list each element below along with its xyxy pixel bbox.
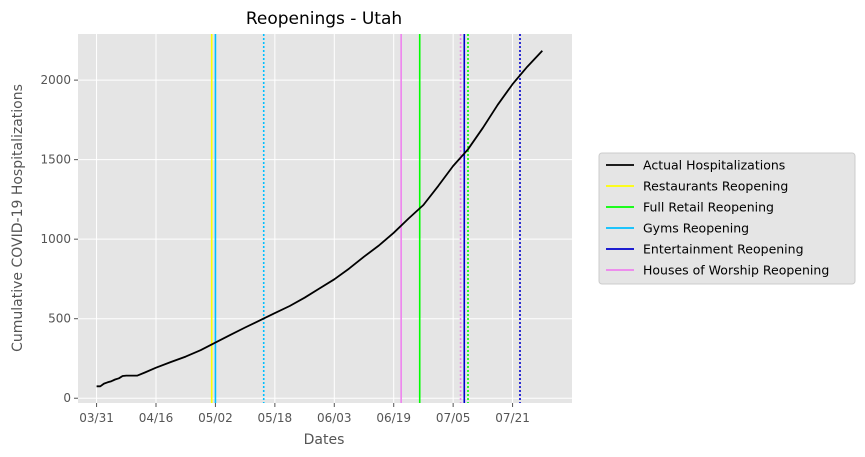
legend-label: Entertainment Reopening: [643, 242, 804, 257]
y-axis-ticks: 0 500 1000 1500 2000: [40, 73, 78, 405]
series-lines: [96, 50, 543, 388]
plot-area: [78, 34, 572, 403]
legend-label: Actual Hospitalizations: [643, 158, 785, 173]
legend-label: Houses of Worship Reopening: [643, 263, 829, 278]
x-tick-label: 06/19: [376, 411, 411, 425]
hospitalizations-line: [96, 50, 543, 388]
legend-box: [598, 152, 856, 285]
y-tick-label: 0: [63, 391, 71, 405]
x-tick-label: 06/03: [317, 411, 352, 425]
legend-label: Gyms Reopening: [643, 221, 749, 236]
x-axis-ticks: 03/31 04/16 05/02 05/18 06/03 06/19 07/05 07/21: [79, 403, 530, 425]
x-tick-label: 07/05: [436, 411, 471, 425]
y-axis-title: Cumulative COVID-19 Hospitalizations: [10, 84, 26, 352]
legend-label: Full Retail Reopening: [643, 200, 774, 215]
y-tick-label: 1000: [40, 232, 71, 246]
x-tick-label: 05/02: [198, 411, 233, 425]
x-tick-label: 04/16: [139, 411, 174, 425]
y-tick-label: 2000: [40, 73, 71, 87]
x-tick-label: 07/21: [495, 411, 530, 425]
legend-label: Restaurants Reopening: [643, 179, 788, 194]
reopening-lines: [210, 34, 521, 403]
x-axis-title: Dates: [304, 432, 345, 448]
legend: Actual Hospitalizations Restaurants Reope…: [598, 152, 856, 285]
x-tick-label: 03/31: [79, 411, 114, 425]
y-tick-label: 1500: [40, 153, 71, 167]
x-tick-label: 05/18: [258, 411, 293, 425]
chart-title: Reopenings - Utah: [246, 9, 402, 29]
y-tick-label: 500: [48, 312, 71, 326]
